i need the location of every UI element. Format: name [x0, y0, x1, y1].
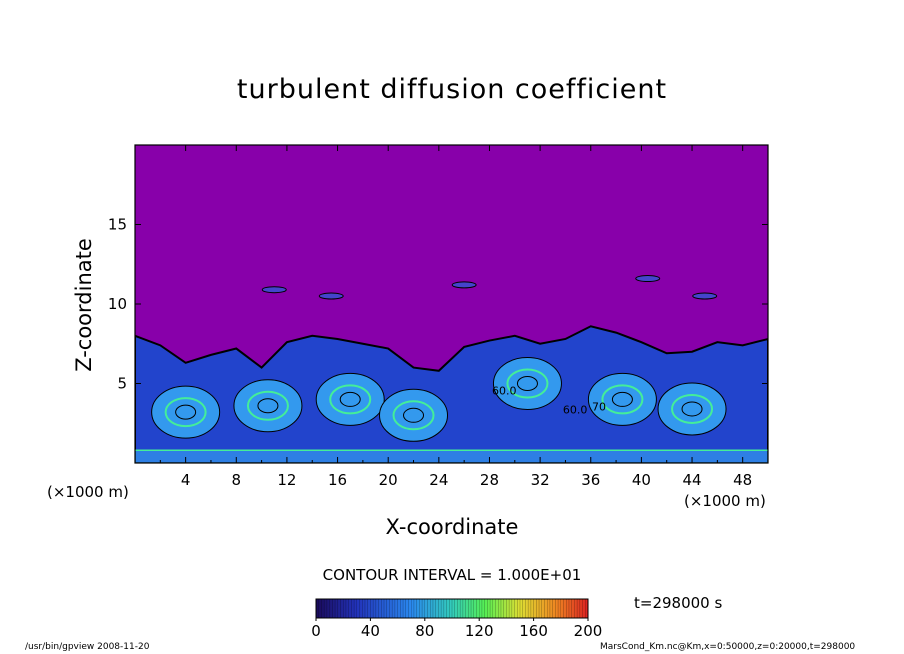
eddy-region — [315, 372, 385, 426]
x-tick-label: 24 — [429, 471, 448, 489]
eddy-structures — [135, 275, 768, 463]
x-tick-label: 8 — [232, 471, 242, 489]
cloud-blob — [261, 286, 287, 294]
x-axis-label: X-coordinate — [385, 515, 519, 539]
colorbar-tick-label: 80 — [415, 622, 434, 640]
colorbar-tick-label: 200 — [574, 622, 603, 640]
y-tick-label: 10 — [108, 295, 127, 313]
y-axis-label: Z-coordinate — [72, 238, 96, 372]
eddy-core — [403, 407, 425, 423]
colorbar-bands — [318, 599, 586, 618]
contour-label: 60.0 — [563, 404, 588, 417]
x-tick-label: 12 — [277, 471, 296, 489]
y-tick-label: 15 — [108, 216, 127, 234]
x-unit-label-right: (×1000 m) — [684, 492, 766, 510]
eddy-ring — [329, 384, 372, 415]
eddy-region — [151, 385, 221, 439]
y-axis: 5 10 15 — [108, 216, 768, 393]
y-tick-label: 5 — [117, 375, 127, 393]
x-tick-label: 36 — [581, 471, 600, 489]
eddy-ring — [246, 390, 289, 421]
colorbar-tick-label: 120 — [465, 622, 494, 640]
eddy-region — [379, 388, 449, 442]
contour-label: 60.0 — [492, 385, 516, 398]
eddy-region — [492, 357, 562, 410]
eddy-ring — [392, 400, 435, 431]
colorbar-ticks: 0 40 80 120 160 200 — [311, 618, 602, 640]
eddy-region — [233, 379, 303, 433]
eddy-core — [681, 401, 703, 417]
plot-area: 60.0 60.0 70 — [135, 145, 768, 463]
eddy-core — [339, 391, 361, 407]
x-tick-label: 44 — [682, 471, 701, 489]
colorbar-tick-label: 0 — [311, 622, 321, 640]
eddy-ring — [164, 397, 207, 428]
x-axis: 4 8 12 16 20 24 28 32 36 40 44 48 — [159, 145, 752, 489]
x-tick-label: 16 — [328, 471, 347, 489]
eddy-ring — [506, 368, 549, 399]
time-label: t=298000 s — [634, 594, 723, 612]
contour-labels: 60.0 60.0 70 — [492, 385, 606, 417]
x-unit-label-left: (×1000 m) — [47, 483, 129, 501]
x-tick-label: 40 — [632, 471, 651, 489]
cloud-blob — [318, 292, 344, 300]
x-tick-label: 48 — [733, 471, 752, 489]
contour-label: 70 — [592, 401, 606, 414]
eddy-region — [587, 372, 657, 426]
eddy-core — [175, 404, 197, 420]
footer-left: /usr/bin/gpview 2008-11-20 — [25, 642, 150, 652]
footer-right: MarsCond_Km.nc@Km,x=0:50000,z=0:20000,t=… — [600, 642, 856, 652]
chart-title: turbulent diffusion coefficient — [236, 74, 668, 105]
x-tick-label: 4 — [181, 471, 191, 489]
x-tick-label: 32 — [531, 471, 550, 489]
surface-layer — [135, 450, 768, 463]
eddy-core — [611, 391, 633, 407]
x-tick-label: 20 — [379, 471, 398, 489]
cloud-blob — [692, 292, 718, 300]
contour-interval: CONTOUR INTERVAL = 1.000E+01 — [322, 566, 582, 584]
eddy-ring — [671, 393, 714, 424]
eddy-core — [516, 376, 538, 391]
colorbar-tick-label: 40 — [361, 622, 380, 640]
eddy-ring — [601, 384, 644, 415]
cloud-blob — [635, 275, 661, 283]
colorbar-tick-label: 160 — [519, 622, 548, 640]
colorbar-frame — [315, 598, 589, 619]
x-tick-label: 28 — [480, 471, 499, 489]
mixed-layer-fill — [135, 325, 768, 463]
cloud-blob — [451, 281, 477, 289]
eddy-core — [257, 398, 279, 414]
eddy-region — [657, 382, 727, 436]
